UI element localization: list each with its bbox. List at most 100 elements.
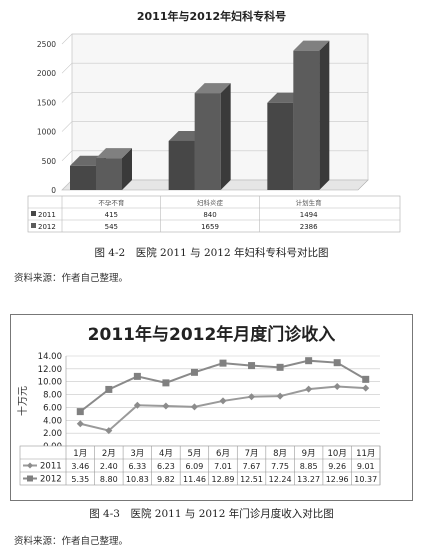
x-tick-label: 6月 [216,449,230,459]
data-point [248,393,256,401]
x-tick-label: 10月 [328,449,347,459]
data-label: 5.35 [71,475,89,484]
gridline [61,33,368,45]
data-label: 6.33 [128,462,146,471]
bar [267,102,294,190]
data-label: 6.23 [157,462,175,471]
legend-key [31,211,36,216]
bar-top [96,148,132,159]
bar [96,158,122,190]
data-point [362,375,370,383]
data-point [105,385,113,393]
data-point [76,420,84,428]
y-axis-label: 十万元 [16,386,29,416]
x-tick-label: 4月 [159,449,173,459]
x-tick-label: 5月 [187,449,201,459]
bar [168,140,195,190]
x-tick-label: 1月 [73,449,87,459]
data-point [362,384,370,392]
y-tick-label: 8.00 [43,391,62,401]
data-label: 11.46 [183,475,206,484]
data-table [27,195,401,233]
data-label: 13.27 [297,475,320,484]
category-label: 妇科炎症 [197,198,224,207]
y-tick-label: 2000 [37,69,56,78]
data-point [248,362,256,370]
legend-entry: 2012 [40,475,62,485]
bar-top [194,83,231,94]
y-tick-label: 1500 [37,98,56,107]
chart1-title: 2011年与2012年妇科专科号 [136,10,287,23]
x-tick-label: 8月 [273,449,287,459]
data-point [190,403,198,411]
bar-top [293,40,330,51]
data-label: 12.89 [212,475,235,484]
x-tick-label: 7月 [245,449,259,459]
chart2-frame [10,314,413,501]
data-label: 10.37 [354,475,377,484]
data-label: 840 [203,211,216,219]
data-point [276,392,284,400]
data-point [305,357,313,365]
data-label: 3.46 [71,462,89,471]
figure2-caption: 图 4-3 医院 2011 与 2012 年门诊月度收入对比图 [89,508,334,520]
data-label: 9.82 [157,475,175,484]
y-tick-label: 4.00 [43,416,62,426]
y-tick-label: 14.00 [38,352,62,362]
data-label: 12.96 [326,475,349,484]
y-tick-label: 500 [42,157,57,166]
x-tick-label: 9月 [302,449,316,459]
data-point [219,359,227,367]
chart1-bar-chart: 0 500 1000 1500 2000 2500 不孕不育 415 545 妇科炎症 840 165… [27,33,401,233]
legend-entry: 2011 [38,211,56,219]
data-label: 8.85 [300,462,318,471]
y-tick-label: 0 [51,186,56,195]
data-label: 10.83 [126,475,149,484]
data-point [162,402,170,410]
data-label: 12.24 [269,475,292,484]
data-point [133,372,141,380]
data-label: 2386 [300,223,318,231]
data-label: 2.40 [100,462,118,471]
data-label: 545 [105,223,118,231]
data-point [76,408,84,416]
series-line [80,385,366,432]
bar [293,50,320,191]
gridline [61,62,368,74]
data-point [219,397,227,405]
data-label: 12.51 [240,475,263,484]
x-tick-label: 3月 [130,449,144,459]
data-label: 7.01 [214,462,232,471]
data-point [133,401,141,409]
chart2-title: 2011年与2012年月度门诊收入 [87,325,336,345]
bar [194,93,221,190]
data-point [305,385,313,393]
category-label: 不孕不育 [98,198,125,207]
data-point [190,368,198,376]
data-point [162,379,170,387]
data-label: 7.67 [243,462,261,471]
figure1-source: 资料来源：作者自己整理。 [14,273,129,284]
legend-entry: 2011 [40,462,62,472]
legend-key [27,462,33,469]
data-label: 415 [105,211,118,219]
y-tick-label: 6.00 [43,403,62,413]
figure1-caption: 图 4-2 医院 2011 与 2012 年妇科专科号对比图 [94,247,329,259]
data-label: 8.80 [100,475,118,484]
data-table [19,445,381,486]
legend-key [31,223,36,228]
bar-side [319,40,330,191]
data-label: 1494 [300,211,318,219]
data-point [105,427,113,435]
gridline [61,92,368,103]
data-label: 1659 [201,223,219,231]
data-label: 6.09 [186,462,204,471]
bar [70,165,96,190]
y-tick-label: 12.00 [38,365,62,375]
y-tick-label: 2.00 [43,429,62,439]
category-label: 计划生育 [296,198,323,207]
bar-side [220,83,231,190]
y-tick-label: 10.00 [38,378,62,388]
data-point [276,363,284,371]
data-point [333,382,341,390]
